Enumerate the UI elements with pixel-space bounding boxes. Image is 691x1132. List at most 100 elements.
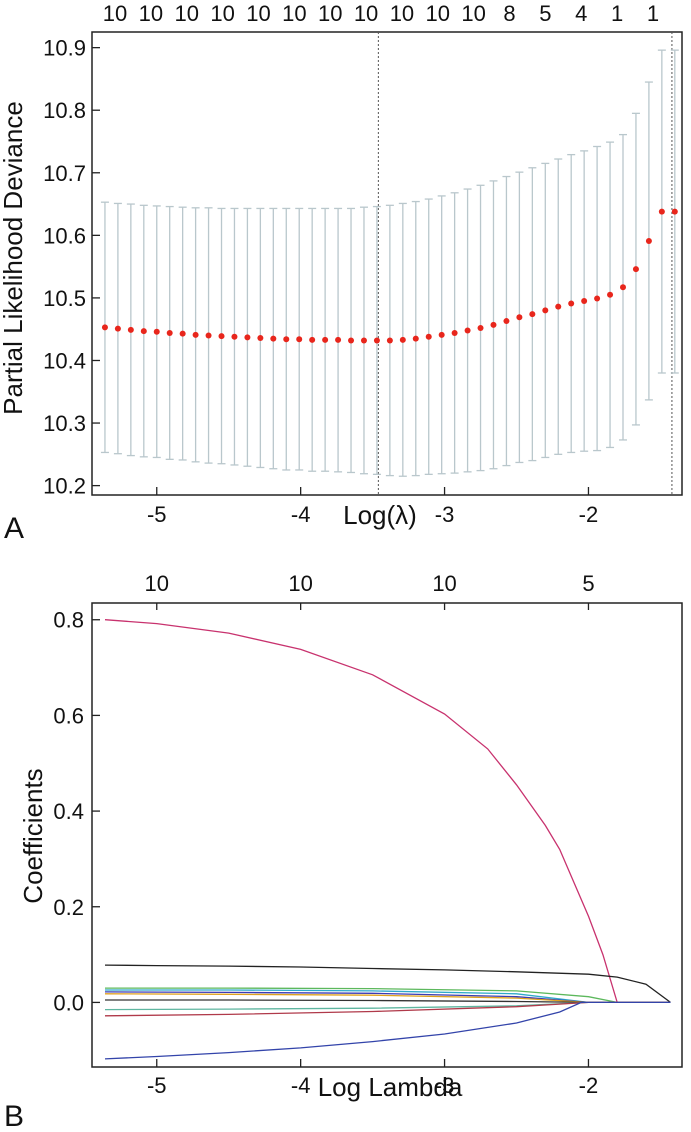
panel-a-top-axis-label: 10 [210, 1, 234, 26]
panel-b-y-axis-title: Coefficients [18, 768, 48, 903]
panel-b-coefficient-path-7 [104, 1001, 671, 1011]
panel-a-top-axis-label: 10 [318, 1, 342, 26]
panel-a-top-axis-label: 1 [647, 1, 659, 26]
panel-a-plot-frame [91, 31, 683, 496]
panel-a-point [490, 321, 497, 328]
panel-a-point [231, 333, 238, 340]
panel-b-y-tick-label: 0.6 [53, 703, 84, 728]
panel-a-point [296, 336, 303, 343]
panel-b-axes: -5 -4 -3 -2 0.0 0.2 0.4 0.6 0.8 10 10 10 5 [53, 571, 598, 1098]
panel-b-x-tick-label: -2 [579, 1073, 599, 1098]
panel-a-point [373, 337, 380, 344]
panel-a-point [386, 337, 393, 344]
panel-a-point [218, 333, 225, 340]
panel-a-point [360, 337, 367, 344]
panel-b-x-axis-title: Log Lambda [318, 1072, 463, 1102]
panel-a-point [542, 307, 549, 314]
panel-a-cv-plot: -5 -4 -3 -2 10.2 10.3 10.4 10.5 10.6 10.7 10.8 10.9… [0, 1, 683, 545]
panel-a-y-tick-label: 10.5 [43, 286, 86, 311]
panel-a-point [425, 333, 432, 340]
panel-a-point [101, 324, 108, 331]
panel-b-x-tick-label: -4 [291, 1073, 311, 1098]
panel-b-x-tick-label: -5 [147, 1073, 167, 1098]
panel-a-top-axis-label: 10 [246, 1, 270, 26]
panel-a-point [399, 336, 406, 343]
panel-a-point [555, 303, 562, 310]
panel-b-top-axis-label: 10 [288, 571, 312, 596]
panel-label-a: A [4, 512, 24, 545]
panel-a-top-axis-label: 10 [461, 1, 485, 26]
panel-a-point [153, 328, 160, 335]
panel-a-point [607, 291, 614, 298]
panel-a-point [529, 311, 536, 318]
panel-b-y-tick-label: 0.2 [53, 895, 84, 920]
panel-b-y-tick-label: 0.0 [53, 990, 84, 1015]
panel-b-y-tick-label: 0.8 [53, 608, 84, 633]
panel-a-point [244, 334, 251, 341]
panel-a-point [192, 331, 199, 338]
panel-a-point [309, 336, 316, 343]
panel-a-point [632, 266, 639, 273]
panel-a-point [127, 326, 134, 333]
panel-a-y-tick-label: 10.7 [43, 161, 86, 186]
panel-a-x-tick-label: -5 [147, 502, 167, 527]
panel-a-point [658, 208, 665, 215]
panel-a-top-axis-label: 10 [390, 1, 414, 26]
panel-a-point [257, 334, 264, 341]
panel-a-x-tick-label: -4 [291, 502, 311, 527]
panel-a-point [283, 336, 290, 343]
panel-b-top-axis-label: 10 [432, 571, 456, 596]
panel-a-point [645, 237, 652, 244]
panel-a-y-tick-label: 10.4 [43, 348, 86, 373]
panel-a-point [451, 329, 458, 336]
panel-a-y-tick-label: 10.3 [43, 411, 86, 436]
panel-a-point [270, 335, 277, 342]
panel-a-top-axis-label: 10 [139, 1, 163, 26]
panel-a-point [348, 337, 355, 344]
panel-a-axes: -5 -4 -3 -2 10.2 10.3 10.4 10.5 10.6 10.7 10.8 10.9… [43, 1, 659, 527]
panel-a-point [322, 336, 329, 343]
panel-a-point [568, 300, 575, 307]
panel-a-point [581, 298, 588, 305]
panel-a-top-axis-label: 10 [354, 1, 378, 26]
panel-a-x-tick-label: -3 [435, 502, 455, 527]
panel-a-point [594, 295, 601, 302]
panel-a-point [179, 330, 186, 337]
panel-a-point [464, 327, 471, 334]
panel-a-top-axis-label: 5 [539, 1, 551, 26]
panel-a-point [140, 328, 147, 335]
panel-b-marks [104, 619, 671, 1060]
panel-b-coefficient-path-1 [104, 964, 671, 1003]
panel-a-y-tick-label: 10.6 [43, 223, 86, 248]
panel-a-y-tick-label: 10.8 [43, 98, 86, 123]
panel-a-point [412, 335, 419, 342]
panel-a-top-axis-label: 10 [174, 1, 198, 26]
panel-a-point [114, 325, 121, 332]
panel-a-top-axis-label: 4 [575, 1, 587, 26]
panel-a-point [205, 332, 212, 339]
panel-b-coefficient-path-0 [104, 619, 671, 1004]
panel-b-top-axis-label: 10 [145, 571, 169, 596]
panel-a-point [166, 329, 173, 336]
panel-a-top-axis-label: 10 [282, 1, 306, 26]
panel-b-y-tick-label: 0.4 [53, 799, 84, 824]
panel-a-point [620, 284, 626, 291]
panel-a-point [335, 336, 342, 343]
panel-a-y-tick-label: 10.2 [43, 474, 86, 499]
panel-b-coefficient-path-9 [104, 1001, 671, 1060]
panel-a-y-axis-title: Partial Likelihood Deviance [0, 101, 28, 415]
panel-a-x-axis-title: Log(λ) [343, 500, 417, 530]
panel-b-plot-frame [91, 602, 683, 1068]
panel-a-top-axis-label: 8 [503, 1, 515, 26]
panel-a-x-tick-label: -2 [579, 502, 599, 527]
panel-a-point [477, 324, 484, 331]
panel-a-top-axis-label: 10 [103, 1, 127, 26]
panel-a-point [516, 314, 523, 321]
panel-b-top-axis-label: 5 [582, 571, 594, 596]
panel-a-point [503, 318, 510, 325]
panel-a-point [671, 208, 678, 215]
panel-b-coefficient-paths: -5 -4 -3 -2 0.0 0.2 0.4 0.6 0.8 10 10 10 5 Log Lambd… [4, 571, 683, 1132]
panel-label-b: B [4, 1100, 24, 1132]
panel-a-point [438, 331, 445, 338]
